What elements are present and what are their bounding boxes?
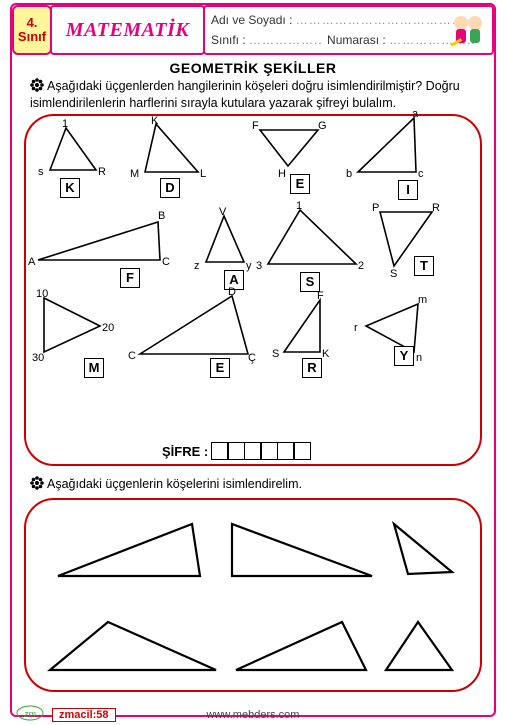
triangle bbox=[50, 622, 216, 670]
triangle bbox=[58, 524, 200, 576]
footer-url: www.mebders.com bbox=[0, 709, 506, 721]
panel2-svg bbox=[0, 0, 506, 700]
triangle bbox=[232, 524, 372, 576]
triangle bbox=[236, 622, 366, 670]
triangle bbox=[394, 524, 452, 574]
triangle bbox=[386, 622, 452, 670]
